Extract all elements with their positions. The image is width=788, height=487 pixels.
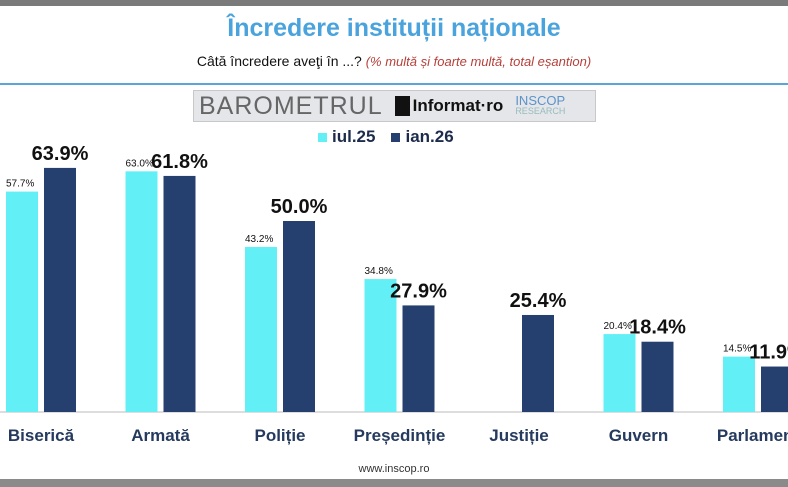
bar-ian.26 [522, 314, 554, 412]
bar-iul.25 [364, 279, 397, 412]
bar-iul.25 [723, 356, 755, 412]
informat-logo: Informat·ro [394, 96, 504, 116]
bar-ian.26 [761, 366, 788, 412]
data-label: 25.4% [510, 290, 567, 312]
bar-iul.25 [6, 191, 38, 412]
data-label: 20.4% [604, 321, 632, 332]
category-label: Justiție [489, 426, 549, 445]
data-label: 57.7% [6, 179, 34, 190]
data-label: 14.5% [723, 344, 751, 355]
data-label: 27.9% [390, 280, 447, 302]
legend-swatch [318, 133, 327, 142]
data-label: 63.0% [126, 158, 154, 169]
data-label: 50.0% [271, 196, 328, 218]
category-label: Președinție [354, 426, 446, 445]
chart-subtitle: Câtă încredere aveţi în ...? (% multă și… [0, 53, 788, 69]
divider [0, 83, 788, 85]
category-label: Guvern [609, 426, 669, 445]
subtitle-question: Câtă încredere aveţi în ...? [196, 53, 362, 69]
category-label: Biserică [8, 426, 75, 445]
category-label: Parlament [717, 426, 788, 445]
inscop-sub: RESEARCH [515, 106, 566, 116]
chart-title: Încredere instituții naționale [227, 14, 561, 42]
bar-iul.25 [603, 334, 636, 412]
legend-label: iul.25 [332, 127, 376, 146]
informat-text: Informat·ro [412, 96, 504, 115]
footer-url: www.inscop.ro [358, 463, 430, 475]
legend-item-0: iul.25 [318, 127, 375, 147]
subtitle-note: (% multă și foarte multă, total eșantion… [365, 54, 592, 69]
inscop-text: INSCOP [515, 93, 566, 108]
bar-ian.26 [283, 221, 315, 412]
data-label: 11.9% [749, 342, 788, 364]
bar-ian.26 [163, 175, 196, 412]
bar-ian.26 [402, 305, 435, 412]
sponsor-banner: BAROMETRUL Informat·ro INSCOP RESEARCH [193, 90, 596, 122]
barometer-logo: BAROMETRUL [199, 91, 383, 120]
inscop-logo: INSCOP RESEARCH [515, 93, 566, 116]
category-label: Poliție [254, 426, 305, 445]
informat-icon [394, 96, 410, 116]
top-border [0, 0, 788, 6]
data-label: 43.2% [245, 234, 273, 245]
data-label: 34.8% [365, 266, 393, 277]
legend-item-1: ian.26 [391, 127, 454, 147]
bar-ian.26 [44, 167, 76, 412]
legend: iul.25 ian.26 [318, 127, 454, 147]
legend-label: ian.26 [405, 127, 454, 146]
bottom-border [0, 479, 788, 487]
bar-iul.25 [245, 246, 277, 412]
data-label: 18.4% [629, 317, 686, 339]
bar-ian.26 [641, 341, 674, 412]
legend-swatch [391, 133, 401, 142]
data-label: 61.8% [151, 151, 208, 173]
data-label: 63.9% [32, 143, 89, 165]
category-label: Armată [131, 426, 190, 445]
bar-iul.25 [125, 171, 158, 412]
